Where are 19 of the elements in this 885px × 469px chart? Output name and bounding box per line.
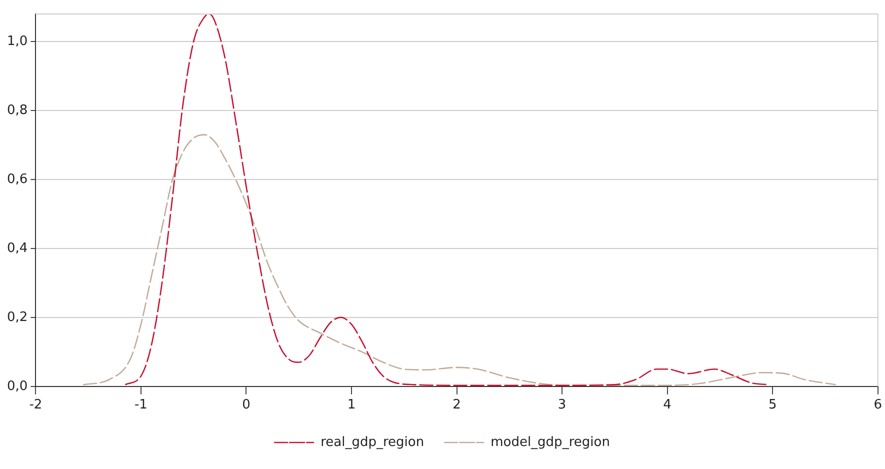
x-tick-label: -1 bbox=[134, 398, 148, 413]
legend-label: model_gdp_region bbox=[490, 434, 610, 450]
x-tick-label: 5 bbox=[768, 398, 777, 413]
y-tick-label: 0,6 bbox=[6, 172, 28, 187]
line-series bbox=[82, 134, 836, 386]
x-tick-label: 2 bbox=[452, 398, 461, 413]
y-tick-label: 0,0 bbox=[6, 378, 28, 394]
line-series bbox=[124, 14, 768, 386]
x-tick-label: 3 bbox=[558, 398, 566, 413]
y-tick-label: 0,2 bbox=[6, 310, 28, 325]
y-tick-label: 1,0 bbox=[6, 34, 28, 49]
y-tick-label: 0,4 bbox=[6, 240, 28, 256]
x-tick-label: 4 bbox=[663, 398, 672, 413]
x-tick-label: 1 bbox=[347, 398, 356, 413]
x-tick-label: 6 bbox=[874, 398, 882, 413]
x-tick-label: -2 bbox=[29, 398, 42, 413]
y-tick-label: 0,8 bbox=[6, 102, 28, 118]
legend-label: real_gdp_region bbox=[320, 434, 424, 450]
x-tick-label: 0 bbox=[242, 398, 250, 413]
